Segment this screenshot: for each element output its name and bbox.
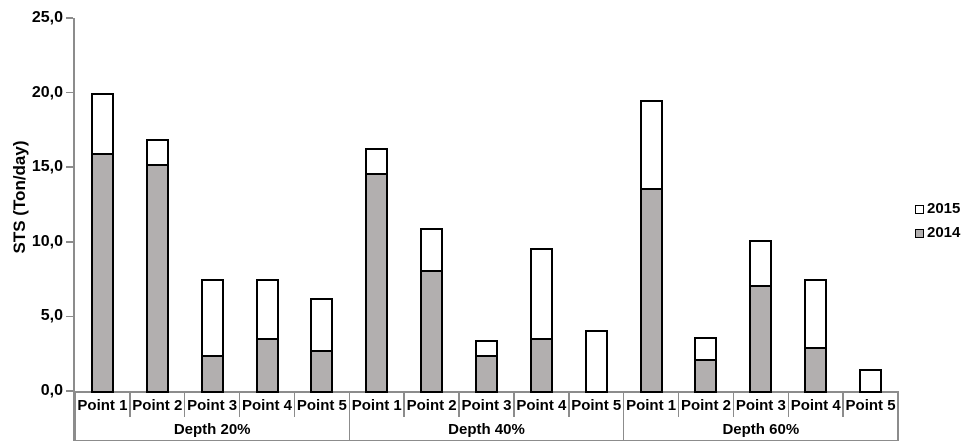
x-category-label-group3-point4: Point 4	[790, 396, 841, 414]
legend-item-2015: 2015	[915, 200, 961, 217]
y-tick-mark	[66, 166, 73, 168]
bar-2015-group1-point5	[310, 298, 334, 353]
y-tick-label: 0,0	[40, 382, 63, 399]
category-separator-tick	[732, 391, 735, 417]
x-category-label-group1-point3: Point 3	[187, 396, 238, 414]
y-tick-mark	[66, 241, 73, 243]
x-category-label-group2-point4: Point 4	[516, 396, 567, 414]
category-separator-tick	[787, 391, 790, 417]
x-category-label-group1-point5: Point 5	[296, 396, 347, 414]
x-category-label-group1-point2: Point 2	[132, 396, 183, 414]
category-separator-tick	[842, 391, 844, 417]
bar-2015-group2-point5	[584, 329, 608, 393]
category-separator-tick	[238, 391, 241, 417]
bar-2015-group1-point2	[145, 138, 169, 166]
legend-swatch-2014	[915, 228, 924, 238]
x-category-label-group2-point5: Point 5	[571, 396, 622, 414]
bar-2014-group2-point2	[420, 271, 444, 393]
bar-2014-group2-point4	[529, 340, 553, 393]
category-separator-tick	[403, 391, 405, 417]
bar-2014-group2-point3	[475, 356, 498, 393]
x-category-label-group3-point5: Point 5	[845, 396, 896, 414]
bar-2015-group2-point2	[420, 228, 444, 272]
x-category-label-group1-point1: Point 1	[77, 396, 128, 414]
x-category-label-group2-point2: Point 2	[406, 396, 457, 414]
group-separator-line	[74, 391, 76, 441]
group-separator-line	[897, 391, 899, 441]
x-category-label-group3-point1: Point 1	[626, 396, 677, 414]
category-separator-tick	[458, 391, 460, 417]
category-separator-tick	[568, 391, 570, 417]
bar-2015-group3-point1	[639, 100, 663, 190]
y-tick-mark	[66, 91, 73, 94]
bar-2014-group1-point2	[145, 165, 169, 393]
bar-2015-group1-point1	[90, 92, 114, 156]
bar-2014-group2-point1	[365, 174, 389, 393]
x-category-label-group2-point1: Point 1	[351, 396, 402, 414]
group-separator-line	[348, 391, 351, 441]
x-group-label-2: Depth 40%	[448, 420, 525, 438]
bar-2015-group3-point2	[694, 337, 718, 362]
bar-2014-group1-point4	[255, 340, 279, 393]
bar-2015-group1-point3	[200, 279, 224, 357]
legend-label-2014: 2014	[927, 224, 961, 241]
y-tick-label: 20,0	[31, 83, 63, 101]
legend-swatch-2015	[915, 204, 924, 214]
x-category-label-group3-point2: Point 2	[680, 396, 731, 414]
y-tick-label: 10,0	[31, 232, 63, 250]
category-separator-tick	[293, 391, 296, 417]
x-category-label-group3-point3: Point 3	[735, 396, 786, 414]
bar-2014-group3-point1	[639, 189, 663, 393]
bar-2015-group2-point1	[365, 147, 389, 175]
category-separator-tick	[513, 391, 515, 417]
y-tick-label: 25,0	[31, 9, 63, 26]
category-area-bottom-line	[73, 439, 898, 441]
bar-2014-group3-point3	[749, 286, 773, 393]
bar-2015-group1-point4	[255, 279, 279, 341]
bar-2015-group2-point3	[475, 340, 498, 357]
bar-2014-group1-point1	[90, 155, 114, 393]
x-group-label-3: Depth 60%	[722, 420, 800, 438]
bar-2015-group3-point4	[804, 279, 828, 350]
category-separator-tick	[677, 391, 680, 417]
x-category-label-group2-point3: Point 3	[461, 396, 512, 414]
y-axis-line	[73, 18, 75, 441]
legend-item-2014: 2014	[915, 224, 961, 241]
bar-2015-group2-point4	[529, 247, 553, 341]
y-tick-mark	[66, 390, 73, 392]
legend: 2015 2014	[915, 200, 961, 241]
bar-2014-group1-point5	[310, 352, 334, 393]
y-tick-mark	[66, 315, 73, 318]
x-category-label-group1-point4: Point 4	[242, 396, 293, 414]
y-tick-mark	[66, 17, 73, 19]
bar-2014-group1-point3	[200, 356, 224, 393]
bar-2014-group3-point2	[694, 361, 718, 393]
bar-2014-group3-point4	[804, 349, 828, 393]
category-separator-tick	[183, 391, 186, 417]
y-tick-label: 5,0	[40, 307, 63, 325]
y-tick-label: 15,0	[31, 158, 63, 176]
category-separator-tick	[129, 391, 131, 417]
legend-label-2015: 2015	[927, 200, 961, 217]
group-separator-line	[622, 391, 625, 441]
x-group-label-1: Depth 20%	[173, 420, 251, 438]
bar-2015-group3-point3	[749, 240, 773, 287]
bar-2015-group3-point5	[859, 368, 883, 393]
